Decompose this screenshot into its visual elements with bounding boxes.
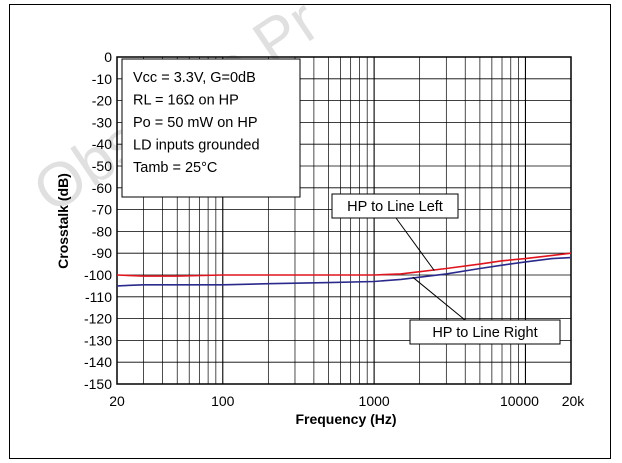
series-line-hp-to-line-left [116, 252, 572, 277]
condition-line: Po = 50 mW on HP [133, 115, 258, 131]
condition-line: Vcc = 3.3V, G=0dB [133, 70, 256, 86]
x-tick-label: 20 [109, 393, 125, 409]
condition-line: LD inputs grounded [133, 138, 260, 154]
x-tick-label: 10000 [500, 393, 539, 409]
y-tick-label: -120 [84, 311, 112, 327]
legend-box-left [331, 193, 459, 219]
y-tick-label: -70 [92, 202, 112, 218]
y-tick-label: 0 [104, 49, 112, 65]
y-tick-label: -150 [84, 376, 112, 392]
conditions-box-border [121, 58, 301, 198]
figure-frame [9, 4, 611, 459]
y-tick-label: -60 [92, 180, 112, 196]
y-tick-label: -10 [92, 71, 112, 87]
legend-leader-left [395, 217, 435, 271]
x-axis-label: Frequency (Hz) [295, 411, 396, 427]
condition-line: RL = 16Ω on HP [133, 93, 239, 109]
x-tick-label: 20k [562, 393, 586, 409]
condition-line: Tamb = 25°C [133, 160, 217, 176]
series-line-hp-to-line-right [116, 256, 572, 287]
series-lines [116, 252, 572, 287]
y-tick-label: -130 [84, 332, 112, 348]
y-axis-label: Crosstalk (dB) [55, 173, 71, 269]
legend-leader-right [412, 276, 466, 321]
y-tick-label: -100 [84, 267, 112, 283]
y-tick-label: -90 [92, 245, 112, 261]
x-tick-labels: 20 100 1000 10000 20k [109, 393, 585, 409]
y-tick-label: -110 [85, 289, 112, 305]
y-tick-label: -40 [92, 136, 112, 152]
y-tick-label: -140 [84, 354, 112, 370]
legend-box-right [409, 319, 561, 345]
x-tick-label: 1000 [359, 393, 390, 409]
y-tick-labels: 0 -10 -20 -30 -40 -50 -60 -70 -80 -90 -100 -110 -120… [84, 49, 112, 392]
y-tick-label: -30 [92, 114, 112, 130]
y-tick-label: -50 [92, 158, 112, 174]
y-tick-label: -80 [92, 223, 112, 239]
legend-label-left: HP to Line Left [347, 199, 443, 215]
y-tick-label: -20 [92, 93, 112, 109]
conditions-box: Vcc = 3.3V, G=0dB RL = 16Ω on HP Po = 50 m… [121, 58, 301, 198]
x-tick-label: 100 [211, 393, 235, 409]
legend-label-right: HP to Line Right [432, 325, 537, 341]
legend-callouts: HP to Line Left HP to Line Right [331, 193, 561, 345]
